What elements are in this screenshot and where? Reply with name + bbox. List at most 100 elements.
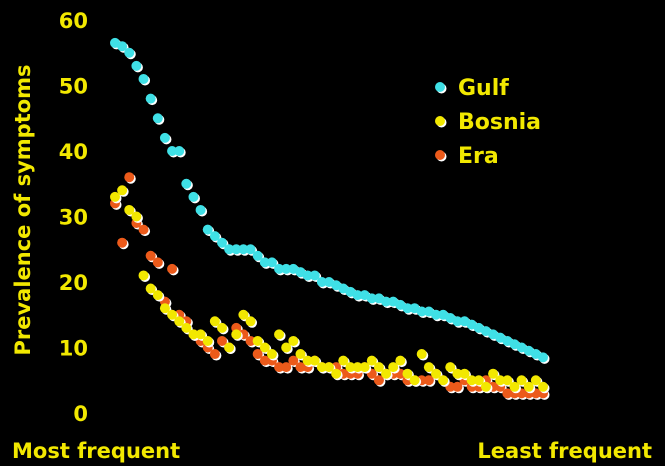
- data-point: [373, 362, 384, 373]
- data-point: [152, 113, 163, 124]
- data-point: [152, 257, 163, 268]
- data-point: [131, 211, 142, 222]
- data-point: [209, 316, 220, 327]
- data-point: [381, 368, 392, 379]
- data-point: [131, 60, 142, 71]
- data-point: [324, 362, 334, 373]
- data-point: [245, 335, 256, 346]
- data-point: [309, 270, 320, 281]
- data-point: [423, 375, 434, 386]
- data-point: [259, 257, 270, 268]
- legend: Gulf Bosnia Era: [435, 76, 541, 169]
- data-point: [138, 224, 149, 235]
- data-point: [502, 388, 513, 399]
- data-point: [274, 362, 285, 373]
- data-point: [352, 362, 363, 373]
- data-point: [145, 250, 156, 261]
- data-point: [295, 362, 306, 373]
- data-point: [438, 375, 449, 386]
- data-point: [188, 191, 199, 202]
- data-point: [174, 146, 185, 156]
- x-axis-end-label: Least frequent: [477, 439, 652, 463]
- data-point: [145, 93, 156, 104]
- data-point: [152, 290, 163, 301]
- data-point: [224, 244, 235, 255]
- data-point: [316, 277, 327, 287]
- data-point: [124, 47, 135, 58]
- data-point: [431, 368, 441, 379]
- data-point: [366, 293, 377, 304]
- data-point: [217, 335, 227, 346]
- data-point: [409, 375, 420, 386]
- data-point: [245, 244, 256, 255]
- data-point: [395, 355, 406, 366]
- y-tick-label: 50: [59, 75, 88, 99]
- data-point: [416, 306, 427, 317]
- data-point: [195, 329, 206, 340]
- data-point: [516, 375, 527, 386]
- data-point: [302, 355, 313, 366]
- data-point: [402, 368, 413, 379]
- data-point: [174, 316, 185, 327]
- data-point: [124, 172, 135, 183]
- legend-label: Bosnia: [458, 110, 541, 135]
- data-point: [110, 191, 120, 202]
- data-point: [238, 309, 249, 320]
- data-point: [281, 342, 292, 353]
- data-point: [117, 237, 128, 248]
- series-bosnia: [110, 185, 550, 394]
- data-point: [373, 375, 384, 386]
- data-point: [538, 352, 548, 363]
- y-tick-label: 60: [59, 9, 88, 33]
- data-point: [359, 362, 370, 373]
- data-point: [366, 355, 377, 366]
- data-point: [473, 375, 484, 386]
- y-tick-label: 0: [73, 402, 88, 426]
- data-point: [145, 283, 156, 294]
- data-point: [388, 362, 399, 373]
- y-tick-label: 20: [59, 271, 88, 295]
- data-point: [266, 349, 277, 360]
- data-point: [138, 270, 149, 281]
- data-point: [309, 355, 320, 366]
- data-point: [188, 329, 199, 340]
- data-point: [181, 178, 192, 189]
- legend-label: Gulf: [458, 76, 509, 101]
- data-point: [488, 368, 499, 379]
- y-axis-ticks: 0 10 20 30 40 50 60: [59, 9, 88, 426]
- data-point: [245, 316, 256, 327]
- data-point: [509, 381, 520, 392]
- legend-label: Era: [458, 144, 499, 169]
- data-point: [217, 322, 227, 333]
- series-gulf: [110, 37, 550, 364]
- data-point: [138, 73, 149, 84]
- data-point: [202, 335, 213, 346]
- data-point: [231, 329, 242, 340]
- data-point: [238, 244, 249, 255]
- data-point: [117, 41, 128, 52]
- data-point: [202, 224, 213, 235]
- data-point: [274, 263, 285, 274]
- data-point: [181, 322, 192, 333]
- data-point: [452, 381, 463, 392]
- data-point: [209, 231, 220, 242]
- data-point: [452, 368, 463, 379]
- data-point: [266, 257, 277, 268]
- data-point: [416, 349, 427, 360]
- data-point: [124, 204, 135, 215]
- legend-marker: [435, 116, 445, 126]
- data-point: [338, 355, 349, 366]
- data-point: [167, 146, 178, 156]
- y-tick-label: 40: [59, 140, 88, 164]
- data-point: [381, 296, 392, 307]
- y-tick-label: 10: [59, 337, 88, 361]
- data-point: [502, 375, 513, 386]
- data-point: [423, 362, 434, 373]
- data-point: [274, 329, 285, 340]
- data-point: [288, 335, 299, 346]
- data-point: [117, 185, 128, 196]
- data-point: [167, 309, 178, 320]
- data-point: [288, 355, 299, 366]
- data-point: [252, 335, 263, 346]
